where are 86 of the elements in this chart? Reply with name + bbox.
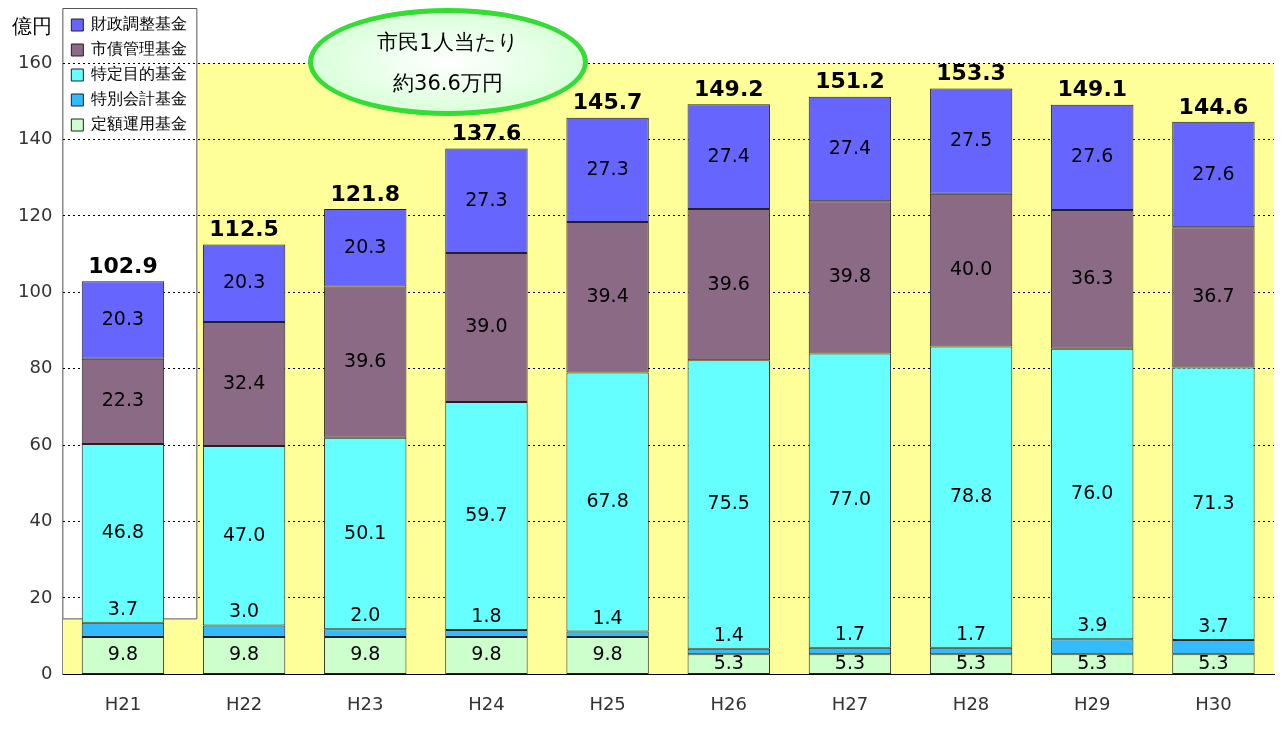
total-label: 145.7	[572, 89, 643, 115]
y-axis-title: 億円	[12, 14, 52, 39]
data-label: 1.7	[955, 621, 987, 644]
data-label: 36.7	[1192, 284, 1235, 307]
legend-label: 定額運用基金	[91, 114, 188, 134]
data-label: 32.4	[222, 370, 266, 393]
data-label: 5.3	[955, 650, 987, 673]
total-label: 121.8	[330, 180, 401, 206]
data-label: 40.0	[949, 257, 993, 280]
data-label: 67.8	[586, 489, 629, 511]
total-label: 137.6	[451, 120, 522, 146]
data-label: 5.3	[1198, 650, 1229, 673]
x-tick-label: H23	[347, 692, 384, 714]
data-label: 3.7	[1198, 613, 1229, 636]
data-label: 3.9	[1077, 613, 1108, 636]
x-tick-label: H24	[468, 692, 505, 714]
x-tick-label: H26	[710, 692, 747, 714]
y-tick-label: 0	[40, 662, 53, 684]
x-tick-label: H27	[831, 692, 869, 714]
total-label: 149.1	[1057, 76, 1128, 102]
total-label: 102.9	[88, 252, 158, 278]
legend-label: 特別会計基金	[91, 89, 188, 109]
y-tick-label: 40	[29, 509, 53, 531]
data-label: 59.7	[465, 502, 508, 525]
data-label: 27.5	[949, 128, 993, 151]
x-tick-label: H21	[104, 692, 142, 714]
y-tick-label: 80	[29, 356, 53, 378]
data-label: 9.8	[350, 642, 381, 665]
data-label: 50.1	[344, 520, 387, 543]
y-tick-label: 140	[18, 127, 53, 149]
data-label: 1.7	[834, 621, 866, 644]
x-tick-label: H22	[225, 692, 263, 714]
data-label: 20.3	[101, 306, 145, 329]
y-tick-label: 100	[18, 279, 53, 301]
data-label: 27.4	[707, 143, 750, 166]
data-label: 2.0	[350, 603, 381, 626]
y-tick-label: 160	[18, 50, 53, 72]
legend-label: 市債管理基金	[91, 39, 188, 59]
data-label: 9.8	[592, 642, 623, 665]
total-label: 144.6	[1178, 93, 1249, 119]
data-label: 27.3	[586, 156, 629, 179]
y-tick-label: 60	[29, 432, 53, 454]
data-label: 9.8	[107, 642, 139, 665]
data-label: 39.8	[828, 264, 872, 287]
data-label: 71.3	[1192, 490, 1235, 513]
data-label: 22.3	[101, 388, 145, 411]
data-label: 27.4	[828, 135, 872, 158]
data-label: 39.6	[707, 271, 750, 294]
y-tick-label: 20	[29, 585, 53, 607]
data-label: 5.3	[713, 650, 744, 673]
data-label: 20.3	[222, 270, 266, 293]
data-label: 20.3	[344, 234, 387, 257]
data-label: 77.0	[828, 487, 872, 510]
data-label: 1.4	[713, 622, 744, 645]
total-label: 153.3	[936, 60, 1006, 86]
x-tick-label: H29	[1074, 692, 1111, 714]
total-label: 112.5	[209, 216, 279, 242]
data-label: 27.3	[465, 187, 508, 210]
data-label: 5.3	[834, 650, 866, 673]
total-label: 149.2	[693, 75, 764, 101]
data-label: 39.4	[586, 284, 629, 307]
data-label: 1.4	[592, 605, 623, 628]
data-label: 1.8	[471, 604, 502, 627]
data-label: 36.3	[1071, 266, 1114, 289]
data-label: 3.0	[228, 599, 260, 622]
data-label: 27.6	[1192, 161, 1235, 184]
legend-label: 財政調整基金	[91, 14, 188, 34]
data-label: 78.8	[949, 484, 993, 507]
data-label: 3.7	[107, 596, 139, 619]
legend-label: 特定目的基金	[91, 64, 188, 84]
data-label: 27.6	[1071, 144, 1114, 167]
y-tick-label: 120	[18, 203, 53, 225]
x-tick-label: H28	[952, 692, 990, 714]
x-tick-label: H30	[1195, 692, 1232, 714]
data-label: 47.0	[222, 522, 266, 545]
annotation: 約36.6万円	[393, 69, 503, 97]
data-label: 46.8	[101, 520, 145, 543]
data-label: 39.0	[465, 314, 508, 337]
x-tick-label: H25	[589, 692, 626, 714]
data-label: 76.0	[1071, 480, 1114, 503]
data-label: 75.5	[707, 491, 750, 514]
data-label: 5.3	[1077, 650, 1108, 673]
data-label: 39.6	[344, 349, 387, 372]
data-label: 9.8	[471, 642, 502, 665]
total-label: 151.2	[815, 68, 885, 94]
data-label: 9.8	[228, 642, 260, 665]
